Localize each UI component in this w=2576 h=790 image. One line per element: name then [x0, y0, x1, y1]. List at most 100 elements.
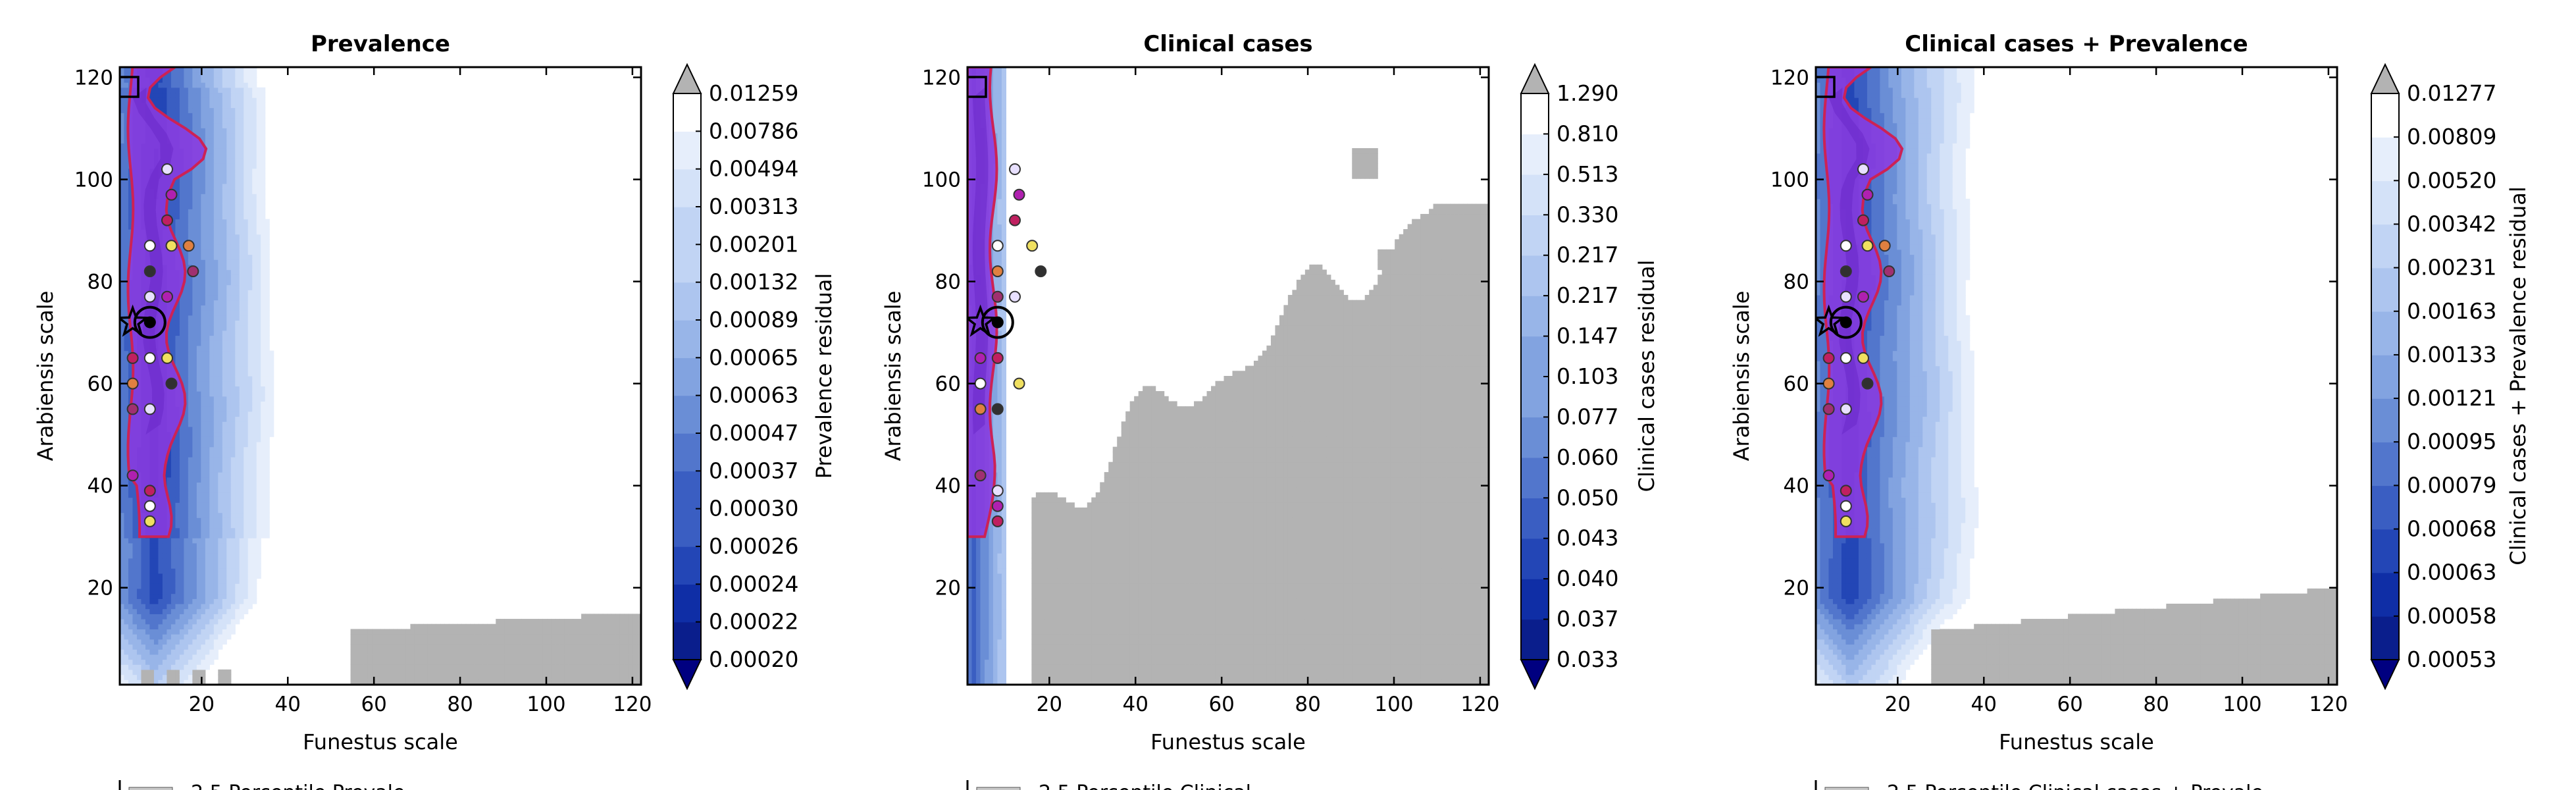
contour-cell [427, 659, 432, 665]
contour-cell [213, 492, 219, 498]
contour-cell [244, 441, 249, 448]
contour-cell [192, 446, 197, 452]
contour-cell [230, 203, 236, 209]
contour-cell [124, 461, 129, 467]
contour-cell [355, 644, 360, 650]
contour-cell [158, 578, 163, 584]
contour-cell [534, 619, 539, 625]
contour-cell [261, 416, 266, 422]
contour-cell [196, 188, 201, 194]
contour-cell [247, 578, 253, 584]
contour-cell [226, 629, 232, 635]
contour-cell [188, 649, 193, 655]
contour-cell [196, 416, 201, 422]
contour-cell [188, 598, 193, 604]
contour-cell [269, 401, 274, 407]
contour-cell [124, 578, 129, 584]
contour-cell [261, 284, 266, 290]
contour-cell [192, 345, 197, 352]
contour-cell [222, 406, 227, 412]
contour-cell [192, 275, 197, 280]
contour-cell [265, 446, 270, 452]
contour-cell [213, 634, 219, 640]
contour-cell [239, 320, 244, 326]
contour-cell [470, 639, 475, 645]
contour-cell [170, 588, 176, 594]
contour-cell [184, 512, 189, 518]
contour-cell [239, 325, 244, 331]
contour-cell [632, 679, 638, 685]
contour-cell [209, 178, 215, 184]
contour-cell [431, 654, 436, 660]
contour-cell [218, 153, 223, 159]
contour-cell [149, 588, 155, 594]
contour-cell [363, 639, 369, 645]
contour-cell [252, 457, 257, 463]
contour-cell [179, 461, 184, 467]
contour-cell [517, 674, 522, 680]
contour-cell [124, 477, 129, 483]
contour-cell [602, 674, 607, 680]
contour-cell [218, 72, 223, 78]
contour-cell [222, 502, 227, 508]
contour-cell [585, 644, 590, 650]
contour-cell [397, 669, 403, 675]
contour-cell [410, 629, 415, 635]
contour-cell [431, 623, 436, 630]
contour-cell [244, 588, 249, 594]
contour-cell [120, 330, 125, 336]
contour-cell [184, 634, 189, 640]
colorbar-segment [673, 546, 701, 585]
contour-cell [188, 401, 193, 407]
contour-cell [247, 300, 253, 305]
contour-cell [201, 330, 206, 336]
contour-cell [261, 259, 266, 265]
contour-cell [213, 173, 219, 179]
contour-cell [167, 583, 172, 589]
contour-cell [124, 350, 129, 356]
contour-cell [252, 97, 257, 103]
contour-cell [124, 603, 129, 610]
contour-cell [188, 441, 193, 448]
contour-cell [213, 649, 219, 655]
contour-cell [226, 209, 232, 215]
contour-cell [213, 254, 219, 260]
contour-cell [170, 224, 176, 230]
contour-cell [521, 659, 527, 665]
contour-cell [222, 107, 227, 113]
contour-cell [235, 598, 240, 604]
contour-cell [192, 487, 197, 493]
contour-cell [530, 634, 535, 640]
contour-cell [124, 340, 129, 346]
contour-cell [196, 77, 201, 83]
contour-cell [453, 659, 458, 665]
contour-cell [167, 492, 172, 498]
contour-cell [184, 67, 189, 73]
contour-cell [213, 148, 219, 154]
contour-cell [252, 527, 257, 533]
contour-cell [188, 213, 193, 220]
contour-cell [184, 97, 189, 103]
contour-cell [196, 659, 201, 665]
contour-cell [261, 376, 266, 382]
contour-cell [128, 563, 134, 569]
contour-cell [444, 623, 450, 630]
contour-cell [192, 477, 197, 483]
contour-cell [244, 320, 249, 326]
contour-cell [205, 290, 210, 296]
contour-cell [256, 325, 261, 331]
contour-cell [201, 284, 206, 290]
contour-cell [252, 279, 257, 286]
contour-cell [192, 224, 197, 230]
contour-cell [175, 583, 180, 589]
contour-cell [230, 92, 236, 98]
contour-cell [230, 446, 236, 452]
contour-cell [590, 619, 595, 625]
contour-cell [573, 639, 578, 645]
contour-cell [188, 603, 193, 610]
contour-cell [145, 553, 151, 559]
contour-cell [222, 97, 227, 103]
contour-cell [602, 639, 607, 645]
contour-cell [209, 209, 215, 215]
contour-cell [201, 477, 206, 483]
